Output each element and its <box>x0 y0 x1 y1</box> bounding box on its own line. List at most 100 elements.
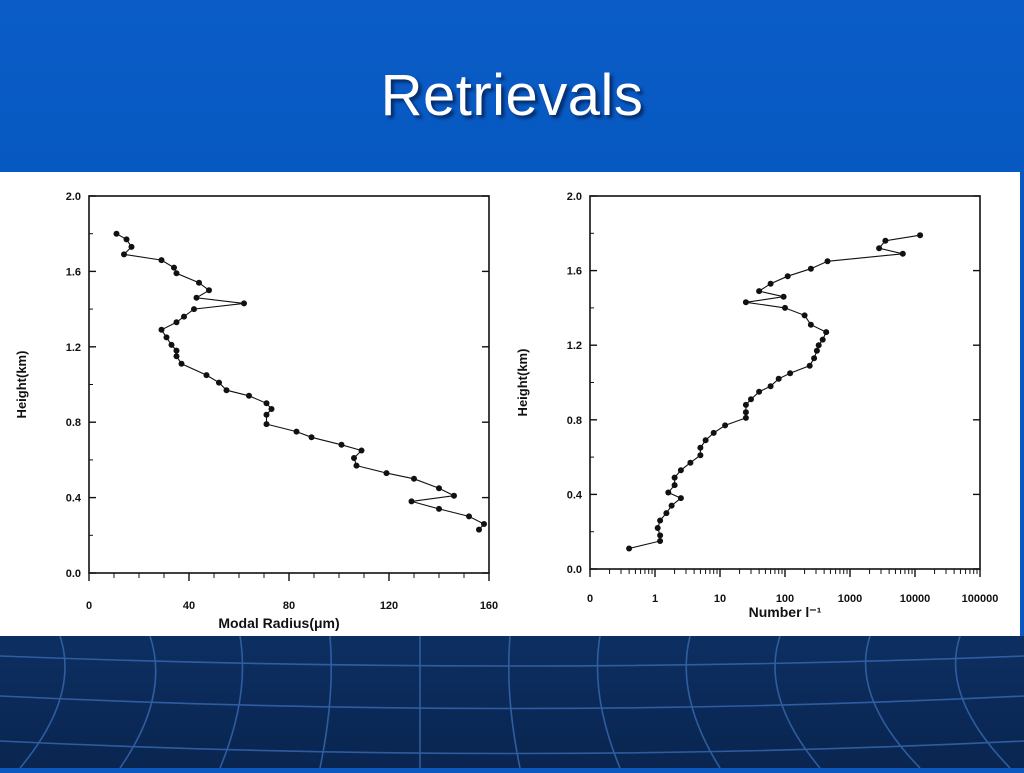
data-point <box>173 347 180 354</box>
y-tick-label: 0.0 <box>66 568 81 580</box>
figure-panel: 0.0 0.4 0.8 1.2 1.6 2.0 0 40 80 120 160 Height(km) M… <box>0 172 1020 636</box>
data-point <box>702 437 709 444</box>
data-point <box>677 467 684 474</box>
data-point <box>358 447 365 454</box>
data-point <box>181 313 187 320</box>
y-tick-label: 1.6 <box>66 266 81 278</box>
data-point <box>687 459 694 466</box>
data-point <box>451 492 457 499</box>
data-point <box>899 250 906 257</box>
data-point <box>876 245 883 252</box>
data-point <box>756 388 763 395</box>
data-point <box>173 319 180 326</box>
data-point <box>216 379 222 386</box>
x-tick-label: 40 <box>183 600 195 612</box>
x-tick-label: 10000 <box>900 593 931 605</box>
data-point <box>787 370 794 377</box>
x-axis-title: Modal Radius(μm) <box>218 615 339 631</box>
data-point <box>710 429 717 436</box>
data-point <box>203 372 210 379</box>
data-point <box>775 375 782 382</box>
data-point <box>780 293 787 300</box>
data-point <box>657 532 664 539</box>
data-point <box>178 360 185 367</box>
data-point <box>767 383 774 390</box>
y-axis-title: Height(km) <box>14 351 29 419</box>
data-point <box>481 521 487 527</box>
data-point <box>819 336 826 343</box>
data-point <box>263 411 270 418</box>
data-point <box>158 326 165 333</box>
x-tick-label: 100 <box>776 593 794 605</box>
data-point <box>665 489 672 496</box>
y-tick-label: 0.4 <box>66 493 82 505</box>
data-point <box>882 237 889 244</box>
data-point <box>697 452 704 459</box>
data-point <box>756 288 763 295</box>
data-point <box>476 526 482 533</box>
data-point <box>338 441 345 448</box>
data-point <box>671 474 678 481</box>
x-tick-label: 1 <box>652 593 658 605</box>
chart-1: 0.0 0.4 0.8 1.2 1.6 2.0 0 40 80 120 160 Height(km) M… <box>14 191 498 631</box>
data-point <box>677 495 684 502</box>
data-point <box>263 400 270 407</box>
x-tick-label: 0 <box>587 593 593 605</box>
bottom-decoration <box>0 635 1024 769</box>
data-point <box>173 353 180 360</box>
y-tick-label: 1.6 <box>567 266 582 278</box>
data-point <box>815 342 822 349</box>
data-point <box>293 428 300 435</box>
data-point <box>657 517 664 524</box>
y-tick-label: 2.0 <box>66 191 81 203</box>
y-axis-title: Height(km) <box>515 349 530 417</box>
data-point <box>191 306 197 313</box>
data-point <box>351 455 357 461</box>
data-point <box>268 406 275 412</box>
data-point <box>263 421 270 428</box>
data-point <box>353 462 360 469</box>
data-point <box>742 409 749 416</box>
data-point <box>308 434 315 441</box>
figure-svg: 0.0 0.4 0.8 1.2 1.6 2.0 0 40 80 120 160 Height(km) M… <box>14 191 998 631</box>
data-point <box>782 304 788 311</box>
x-axis-title: Number l⁻¹ <box>749 604 822 620</box>
data-point <box>722 422 729 429</box>
data-point <box>246 392 252 399</box>
data-point <box>196 279 202 286</box>
chart-2: 0.0 0.4 0.8 1.2 1.6 2.0 0 1 10 100 1000 10000 100000… <box>515 191 998 620</box>
data-point <box>223 387 230 394</box>
x-tick-label: 80 <box>283 600 295 612</box>
data-point <box>383 470 390 477</box>
data-point <box>742 299 749 306</box>
plot-frame <box>589 195 981 570</box>
data-point <box>742 414 749 421</box>
y-tick-label: 0.4 <box>567 489 583 501</box>
data-point <box>163 334 170 341</box>
x-tick-label: 0 <box>86 600 92 612</box>
y-tick-label: 0.0 <box>567 564 582 576</box>
x-tick-label: 1000 <box>838 593 862 605</box>
data-point <box>158 257 165 264</box>
data-point <box>767 280 774 287</box>
data-point <box>466 513 472 520</box>
data-point <box>657 538 664 544</box>
data-point <box>436 485 442 492</box>
data-point <box>807 265 814 272</box>
x-tick-label: 160 <box>480 600 498 612</box>
data-point <box>654 525 661 531</box>
title-band <box>0 0 1024 172</box>
series-line <box>116 233 485 530</box>
data-point <box>823 329 830 336</box>
data-point <box>171 264 177 271</box>
plot-frame <box>88 195 490 574</box>
data-point <box>917 232 924 239</box>
x-tick-label: 100000 <box>962 593 999 605</box>
series-line <box>628 234 921 550</box>
panel-edge <box>1020 172 1024 636</box>
data-point <box>697 444 704 451</box>
data-point <box>128 243 135 250</box>
data-point <box>123 236 130 243</box>
y-tick-label: 1.2 <box>66 342 81 354</box>
data-point <box>801 312 808 319</box>
